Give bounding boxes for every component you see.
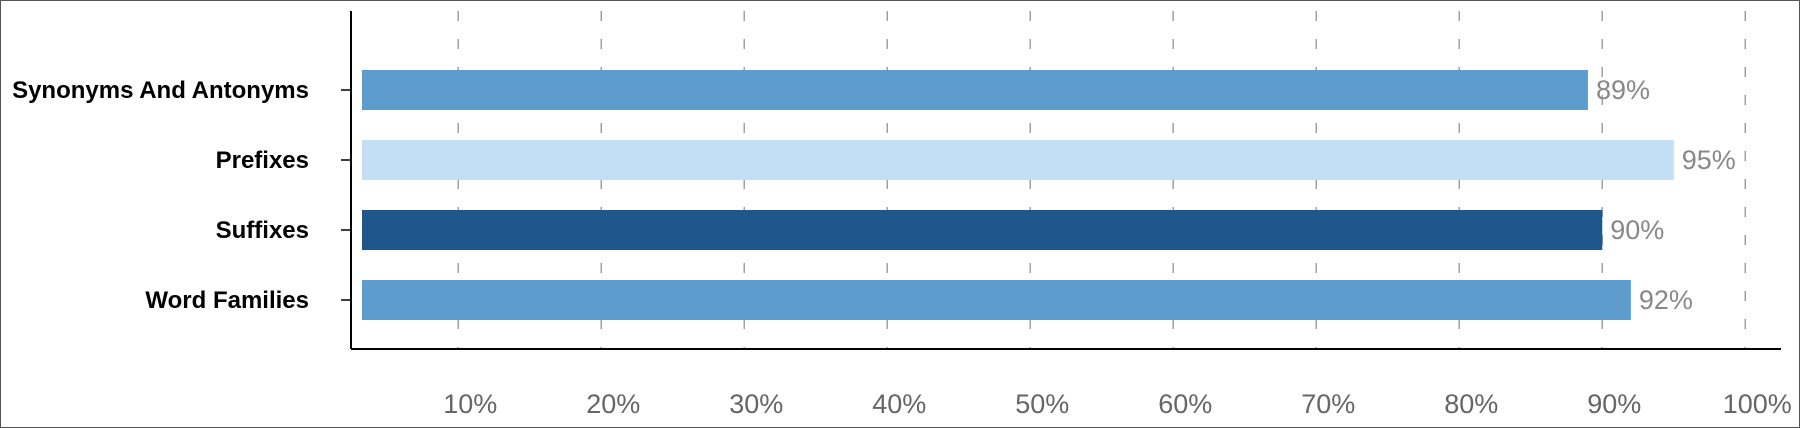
bar-synonyms-and-antonyms [362, 70, 1588, 110]
category-label-prefixes: Prefixes [216, 147, 309, 174]
category-label-word-families: Word Families [145, 287, 309, 314]
x-tick-label-100: 100% [1723, 389, 1792, 419]
x-tick-label-10: 10% [443, 389, 497, 419]
value-label-synonyms-and-antonyms: 89% [1596, 75, 1650, 105]
bar-suffixes [362, 210, 1603, 250]
category-label-synonyms-and-antonyms: Synonyms And Antonyms [12, 77, 309, 104]
x-tick-label-70: 70% [1301, 389, 1355, 419]
labels: 10% 20% 30% 40% 50% 60% 70% 80% 90% 100% 89% Synony… [12, 75, 1792, 419]
bars [362, 70, 1674, 320]
x-tick-label-50: 50% [1015, 389, 1069, 419]
bar-prefixes [362, 140, 1674, 180]
axes [341, 11, 1781, 350]
x-tick-label-60: 60% [1158, 389, 1212, 419]
value-label-suffixes: 90% [1610, 215, 1664, 245]
x-tick-label-20: 20% [586, 389, 640, 419]
bar-word-families [362, 280, 1631, 320]
x-tick-label-40: 40% [872, 389, 926, 419]
x-tick-label-30: 30% [729, 389, 783, 419]
x-tick-label-90: 90% [1587, 389, 1641, 419]
value-label-prefixes: 95% [1682, 145, 1736, 175]
category-label-suffixes: Suffixes [216, 217, 309, 244]
x-tick-label-80: 80% [1444, 389, 1498, 419]
value-label-word-families: 92% [1639, 285, 1693, 315]
